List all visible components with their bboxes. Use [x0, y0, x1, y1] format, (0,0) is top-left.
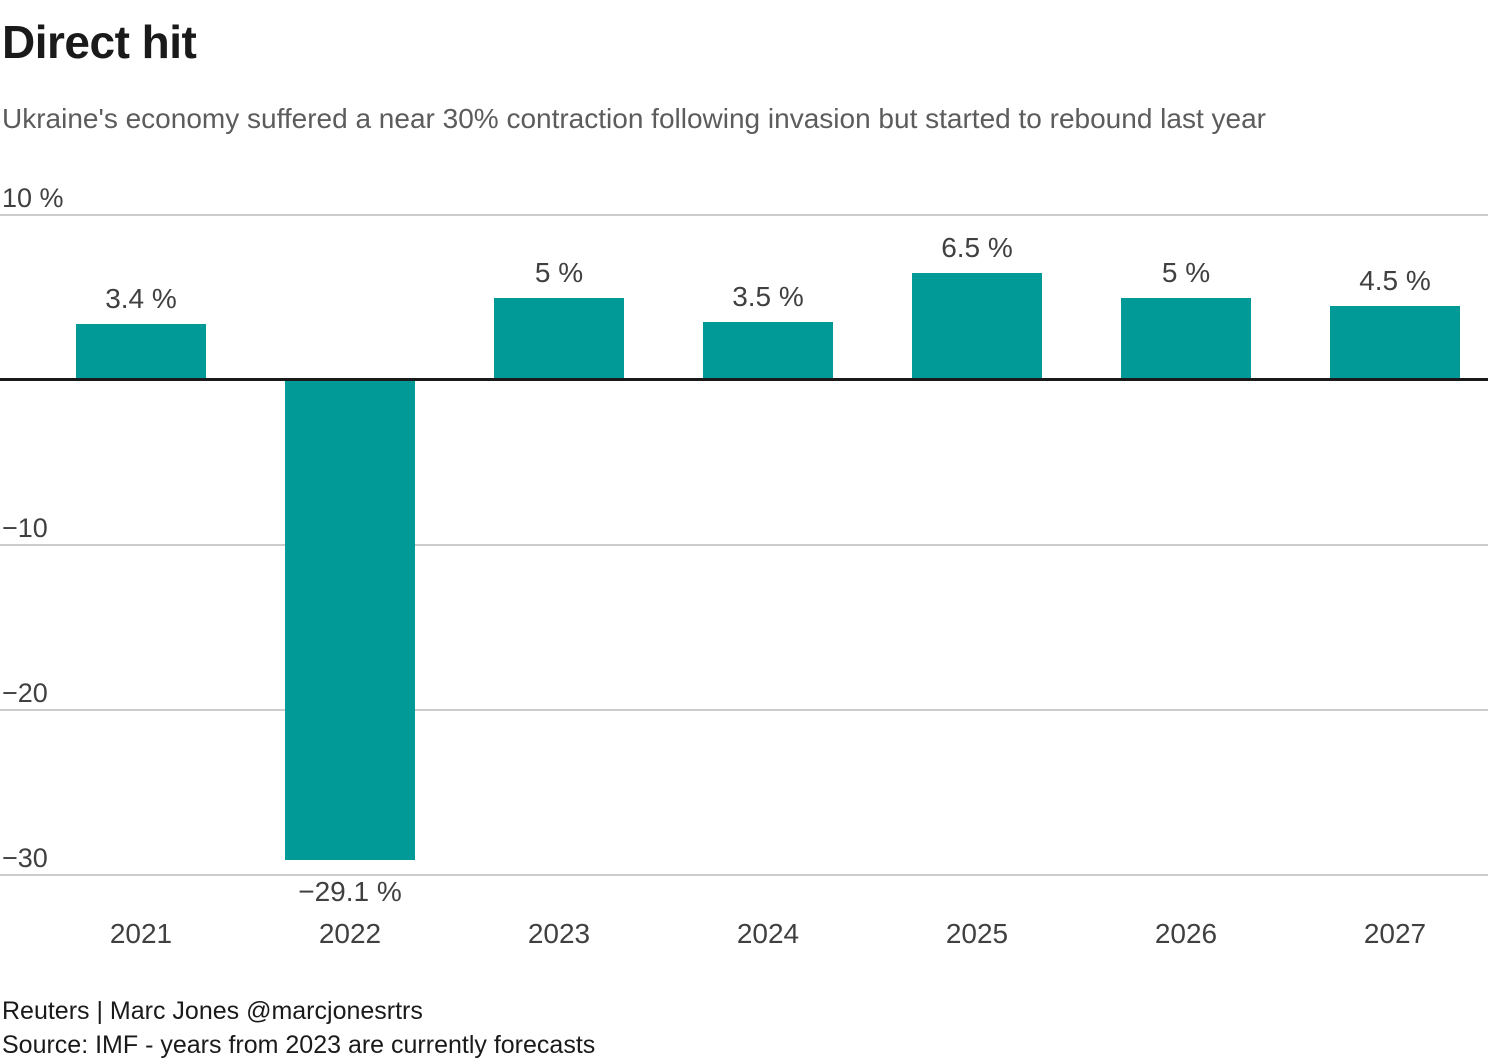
value-label-2022: −29.1 % — [298, 876, 402, 908]
bar-2023 — [494, 297, 624, 380]
bar-2022 — [285, 380, 415, 861]
gridline-10 — [0, 214, 1488, 216]
bar-2021 — [76, 323, 206, 380]
x-axis-label-2024: 2024 — [736, 918, 800, 949]
value-label-2024: 3.5 % — [732, 281, 804, 313]
value-label-2021: 3.4 % — [105, 282, 177, 314]
value-label-2025: 6.5 % — [941, 231, 1013, 263]
y-tick-label-10: 10 % — [2, 183, 64, 213]
x-axis-label-2025: 2025 — [945, 918, 1009, 949]
y-tick-label--20: −20 — [2, 678, 48, 708]
x-axis-label-2027: 2027 — [1363, 918, 1427, 949]
zero-axis-line — [0, 378, 1488, 381]
value-label-2026: 5 % — [1161, 256, 1211, 288]
chart-title: Direct hit — [2, 16, 197, 68]
x-axis-label-2023: 2023 — [527, 918, 591, 949]
value-label-2027: 4.5 % — [1359, 264, 1431, 296]
bar-2025 — [912, 272, 1042, 380]
value-label-2023: 5 % — [534, 256, 584, 288]
x-axis-label-2022: 2022 — [318, 918, 382, 949]
y-tick-label--10: −10 — [2, 513, 48, 543]
x-axis-label-2026: 2026 — [1154, 918, 1218, 949]
gridline--30 — [0, 874, 1488, 876]
gridline--20 — [0, 709, 1488, 711]
gridline--10 — [0, 544, 1488, 546]
x-axis-label-2021: 2021 — [109, 918, 173, 949]
y-tick-label--30: −30 — [2, 843, 48, 873]
chart-subtitle: Ukraine's economy suffered a near 30% co… — [2, 103, 1266, 134]
footer-byline: Reuters | Marc Jones @marcjonesrtrs — [2, 997, 423, 1025]
bar-2024 — [703, 322, 833, 380]
bar-2026 — [1121, 297, 1251, 380]
bar-2027 — [1330, 305, 1460, 380]
footer-source: Source: IMF - years from 2023 are curren… — [2, 1031, 596, 1059]
